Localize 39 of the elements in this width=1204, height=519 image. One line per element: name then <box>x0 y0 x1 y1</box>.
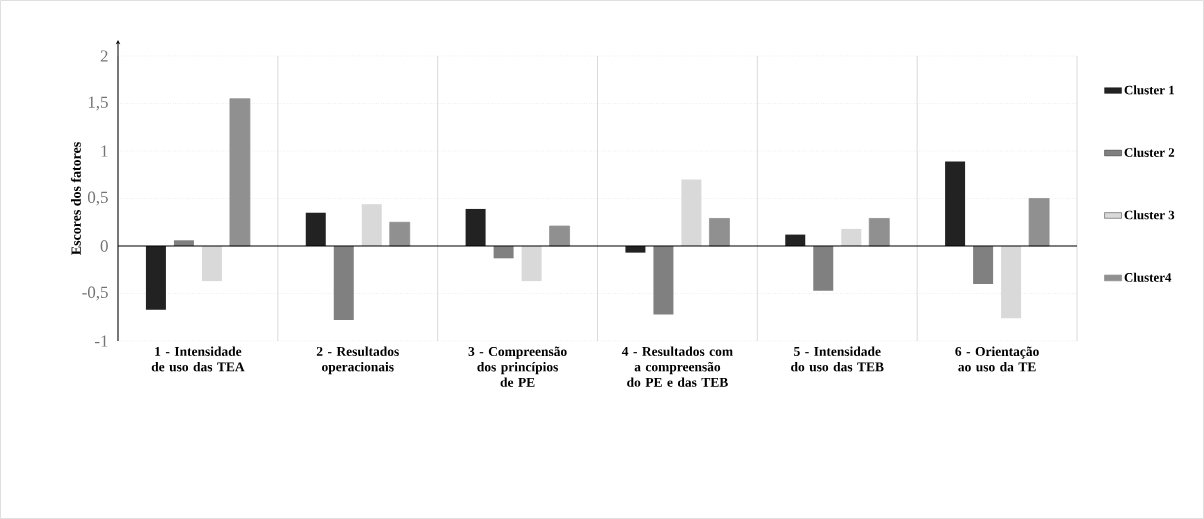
x-tick-label: 3 - Compreensão dos princípios de PE <box>468 346 567 387</box>
bar <box>709 218 730 247</box>
bar <box>813 245 834 291</box>
x-tick-label: 2 - Resultados operacionais <box>316 346 399 375</box>
y-tick-label: 1,5 <box>88 96 108 111</box>
bar <box>465 208 486 246</box>
bar <box>389 221 411 247</box>
y-tick-label: -1 <box>95 335 108 347</box>
bar <box>625 245 646 253</box>
bar <box>653 245 674 315</box>
bar <box>361 204 382 246</box>
bar <box>145 245 166 310</box>
bar <box>1028 198 1050 247</box>
y-tick-label: -0,5 <box>82 286 108 301</box>
x-tick-label: 5 - Intensidade do uso das TEB <box>791 346 884 372</box>
x-tick-label: 1 - Intensidade de uso das TEA <box>151 346 245 372</box>
bar <box>841 228 862 246</box>
legend-label: Cluster 1 <box>1124 85 1175 95</box>
x-tick-label: 4 - Resultados com a compreensão do PE e das TEB <box>621 346 733 387</box>
legend-label: Cluster 3 <box>1124 210 1175 220</box>
legend-label: Cluster 2 <box>1124 147 1175 157</box>
y-tick-label: 0,5 <box>87 191 108 206</box>
legend-label: Cluster4 <box>1124 272 1172 282</box>
bar <box>945 161 966 246</box>
bar <box>549 225 570 247</box>
y-tick-label: 2 <box>100 50 108 62</box>
bar <box>521 245 542 282</box>
bar <box>681 179 702 246</box>
bar <box>201 245 222 282</box>
y-tick-label: 0 <box>100 240 108 252</box>
x-tick-label: 6 - Orientação ao uso da TE <box>955 346 1039 372</box>
bar <box>1001 245 1022 319</box>
y-tick-label: 1 <box>101 145 108 157</box>
bar <box>229 98 251 247</box>
y-axis-title: Escores dos fatores <box>70 142 81 255</box>
bar <box>305 212 326 246</box>
bar <box>868 218 890 247</box>
bar <box>973 245 994 284</box>
bar <box>333 245 354 321</box>
